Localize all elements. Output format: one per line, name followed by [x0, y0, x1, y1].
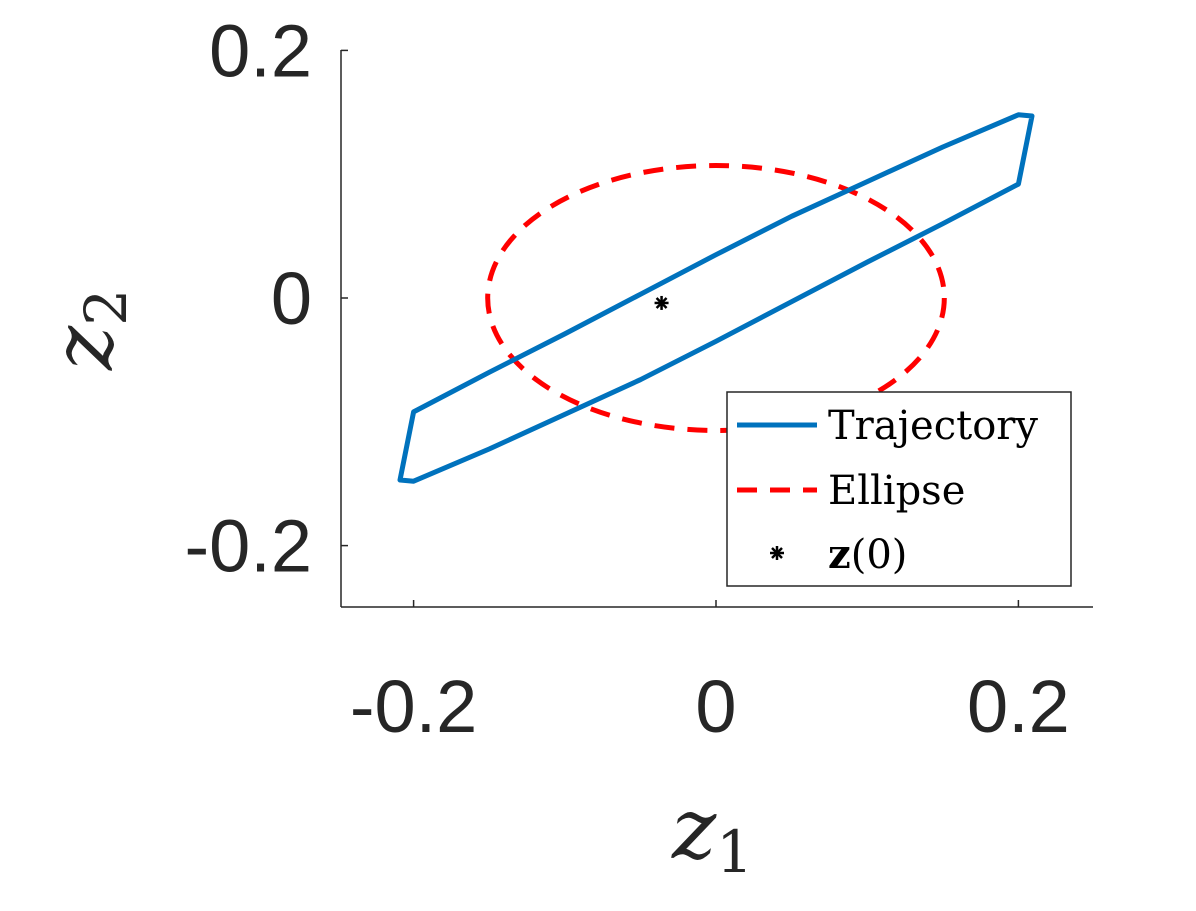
y-tick-label: 0: [271, 257, 312, 340]
x-axis-label-sub: 1: [716, 818, 753, 886]
trajectory-series: [397, 112, 1035, 484]
x-tick-label: 0.2: [967, 665, 1070, 748]
x-tick-label: -0.2: [350, 665, 478, 748]
legend-label-ellipse: Ellipse: [828, 468, 965, 514]
ellipse-series: [485, 163, 947, 433]
ticks: -0.2 0 0.2 -0.2 0 0.2: [184, 9, 1069, 748]
legend-swatch-z0: [770, 546, 784, 560]
y-axis-label-sub: 2: [72, 289, 140, 326]
z0-marker: [654, 295, 669, 310]
legend-label-trajectory: Trajectory: [828, 403, 1038, 449]
legend: Trajectory Ellipse z(0): [726, 391, 1072, 587]
series-layer: [397, 112, 1035, 484]
x-axis-label-base: z: [671, 780, 717, 878]
y-axis-label-base: z: [34, 325, 132, 371]
axes: -0.2 0 0.2 -0.2 0 0.2: [184, 9, 1093, 748]
y-tick-label: 0.2: [209, 9, 312, 92]
x-axis-label: z1: [671, 780, 753, 886]
y-axis-label: z2: [34, 289, 140, 371]
y-tick-label: -0.2: [184, 505, 312, 588]
x-tick-label: 0: [695, 665, 736, 748]
legend-label-z0: z(0): [828, 531, 907, 578]
